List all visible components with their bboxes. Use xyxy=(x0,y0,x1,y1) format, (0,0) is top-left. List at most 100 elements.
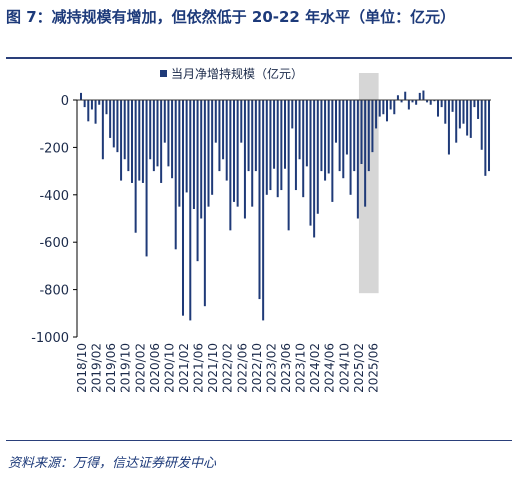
bar xyxy=(451,100,454,112)
bar xyxy=(418,92,421,100)
bar xyxy=(436,100,440,117)
bar xyxy=(276,100,279,198)
bar xyxy=(426,100,429,103)
bar xyxy=(262,100,265,321)
bar xyxy=(94,100,97,124)
bar xyxy=(334,100,338,143)
bar xyxy=(200,100,203,219)
bar xyxy=(105,100,108,115)
bar xyxy=(338,100,341,172)
bar xyxy=(225,100,228,181)
bar xyxy=(251,100,254,207)
bar xyxy=(360,100,363,164)
bar xyxy=(327,100,330,174)
bar xyxy=(458,100,461,129)
x-tick-label: 2018/10 xyxy=(75,343,89,393)
bar xyxy=(280,100,283,191)
bar xyxy=(196,100,199,262)
bar xyxy=(324,100,327,181)
bar xyxy=(404,91,407,100)
bar xyxy=(127,100,130,172)
bar xyxy=(480,100,483,150)
bar xyxy=(298,100,301,160)
x-tick-label: 2022/06 xyxy=(235,343,249,393)
bar xyxy=(466,100,469,136)
legend-label: 当月净增持规模（亿元） xyxy=(171,66,303,81)
x-tick-label: 2024/06 xyxy=(323,343,337,393)
bar xyxy=(411,100,414,103)
title-divider xyxy=(6,57,512,59)
bar xyxy=(236,100,239,207)
bar-chart: 当月净增持规模（亿元） 0 -200 -400 -600 -800 -1000 2018/10… xyxy=(31,66,491,393)
bar xyxy=(123,100,126,160)
bar xyxy=(192,100,195,210)
bar xyxy=(393,100,396,115)
bar xyxy=(167,100,170,167)
bar xyxy=(331,100,334,202)
bar xyxy=(353,100,356,172)
bar xyxy=(469,100,472,138)
bar xyxy=(156,100,159,167)
bar xyxy=(400,100,403,103)
bar xyxy=(415,100,418,105)
bar xyxy=(396,95,399,100)
bar xyxy=(345,100,348,155)
bar xyxy=(83,100,86,108)
bar xyxy=(218,100,221,172)
bar xyxy=(203,100,206,307)
bar xyxy=(163,100,166,143)
bar xyxy=(422,90,425,100)
x-tick-label: 2025/06 xyxy=(366,343,380,393)
bar xyxy=(342,100,345,179)
bar xyxy=(313,100,316,238)
footer-divider xyxy=(6,440,512,441)
bar xyxy=(364,100,367,207)
bar xyxy=(145,100,148,257)
bar xyxy=(389,100,392,110)
bar xyxy=(429,100,432,105)
bar xyxy=(291,100,294,129)
bar xyxy=(240,100,243,143)
legend-swatch xyxy=(160,70,167,77)
bar xyxy=(214,100,217,143)
bar xyxy=(316,100,319,214)
bar xyxy=(273,100,276,169)
x-tick-label: 2021/10 xyxy=(206,343,220,393)
bar xyxy=(309,100,312,226)
bar xyxy=(152,100,155,172)
x-tick-label: 2023/10 xyxy=(294,343,308,393)
bar xyxy=(320,100,323,172)
highlight-band xyxy=(358,73,379,294)
bar xyxy=(444,100,447,124)
bar xyxy=(171,100,174,179)
bar xyxy=(211,100,214,195)
bar xyxy=(79,92,83,100)
x-tick-label: 2024/02 xyxy=(308,343,322,393)
bar xyxy=(305,100,308,167)
bar xyxy=(87,100,90,122)
bar xyxy=(141,100,144,183)
bar xyxy=(385,100,389,122)
bar xyxy=(455,100,458,143)
bar xyxy=(294,100,297,191)
bar xyxy=(433,100,436,102)
x-tick-label: 2020/02 xyxy=(133,343,147,393)
bar xyxy=(382,100,385,115)
bar xyxy=(371,100,374,153)
bar xyxy=(447,100,450,155)
y-tick-label: 0 xyxy=(61,94,69,109)
bar xyxy=(232,100,236,202)
bar xyxy=(462,100,465,124)
y-tick-label: -600 xyxy=(39,236,69,251)
bar xyxy=(112,100,115,148)
bar xyxy=(356,100,359,219)
x-tick-label: 2019/02 xyxy=(90,343,104,393)
bar xyxy=(101,100,104,160)
bar xyxy=(189,100,192,321)
x-tick-label: 2021/02 xyxy=(177,343,191,393)
bar xyxy=(174,100,177,250)
bar xyxy=(222,100,225,160)
x-tick-label: 2020/10 xyxy=(162,343,176,393)
bar xyxy=(130,100,134,183)
source-note: 资料来源：万得，信达证券研发中心 xyxy=(8,456,217,471)
